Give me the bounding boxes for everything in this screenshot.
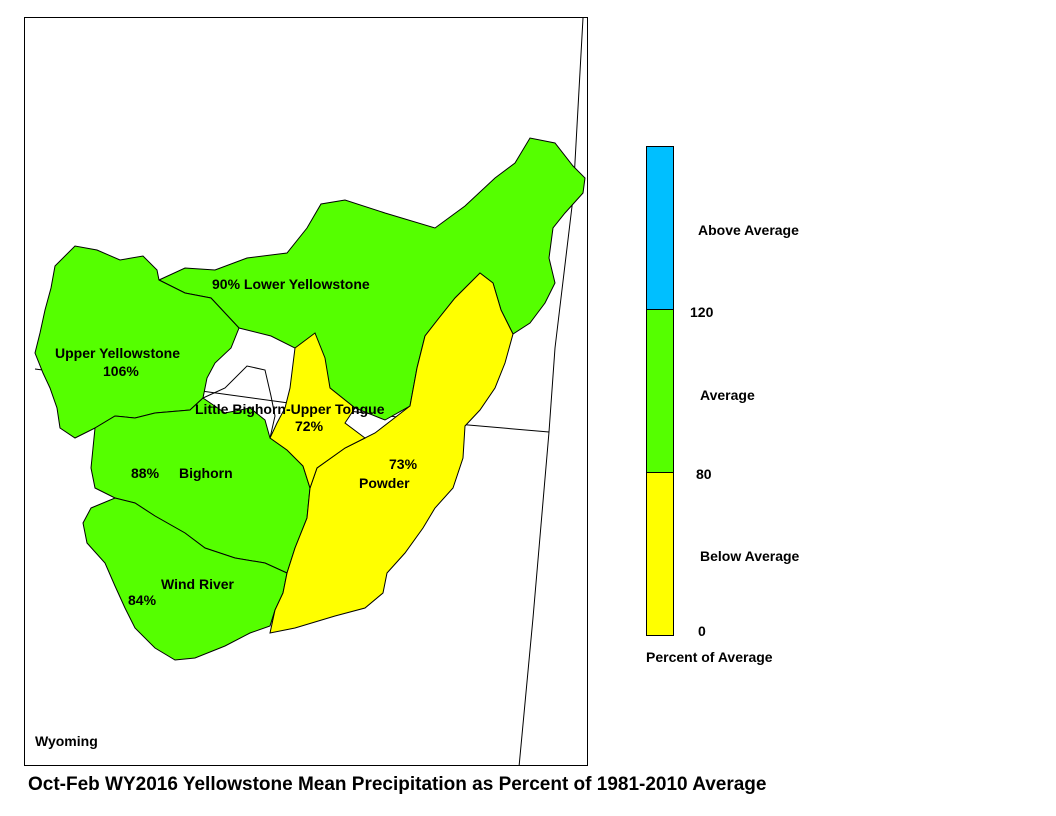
region-wind-river[interactable] <box>82 497 288 661</box>
value-wind-river: 84% <box>128 592 157 608</box>
map-title: Oct-Feb WY2016 Yellowstone Mean Precipit… <box>28 774 767 795</box>
legend-label-above: Above Average <box>698 222 799 238</box>
state-boundary-east <box>518 18 584 765</box>
divide-line <box>202 365 276 439</box>
region-powder[interactable] <box>269 272 514 634</box>
legend-break-120: 120 <box>690 304 714 320</box>
basin-map: 90% Lower Yellowstone Upper Yellowstone … <box>34 18 586 765</box>
value-bighorn: 88% <box>131 465 160 481</box>
value-powder: 73% <box>389 456 418 472</box>
legend-title: Percent of Average <box>646 649 773 665</box>
label-bighorn: Bighorn <box>179 465 233 481</box>
label-upper-yellowstone: Upper Yellowstone <box>55 345 180 361</box>
region-little-bighorn-upper-tongue[interactable] <box>269 332 366 490</box>
legend-label-below: Below Average <box>700 548 800 564</box>
legend-swatch-average <box>646 309 674 473</box>
legend-break-80: 80 <box>696 466 712 482</box>
label-powder: Powder <box>359 475 410 491</box>
label-wind-river: Wind River <box>161 576 235 592</box>
label-little-bighorn-upper-tongue: Little Bighorn-Upper Tongue <box>195 401 385 417</box>
map-panel: 90% Lower Yellowstone Upper Yellowstone … <box>24 17 588 766</box>
legend: Above Average 120 Average 80 Below Avera… <box>644 146 894 676</box>
state-label: Wyoming <box>35 733 98 749</box>
value-upper-yellowstone: 106% <box>103 363 139 379</box>
legend-break-0: 0 <box>698 623 706 639</box>
legend-label-average: Average <box>700 387 755 403</box>
legend-swatch-above <box>646 146 674 310</box>
label-lower-yellowstone: 90% Lower Yellowstone <box>212 276 370 292</box>
legend-swatch-below <box>646 472 674 636</box>
value-little-bighorn-upper-tongue: 72% <box>295 418 324 434</box>
